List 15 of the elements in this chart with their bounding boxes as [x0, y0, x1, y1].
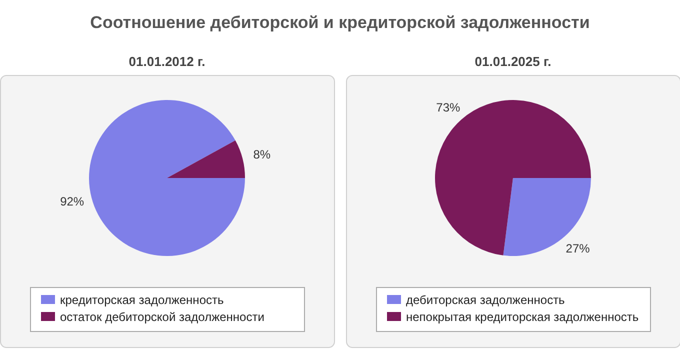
pie-slice	[435, 100, 591, 256]
data-label: 73%	[436, 100, 461, 114]
pie-slice	[89, 100, 245, 256]
chart-subtitle: 01.01.2012 г.	[128, 54, 206, 69]
text: Соотношение дебиторской и кредиторской задолженности	[90, 13, 590, 32]
data-label: 92%	[60, 194, 84, 208]
pie-slice	[503, 178, 591, 256]
chart-subtitle: 01.01.2025 г.	[474, 54, 552, 69]
legend-label: непокрытая кредиторская задолженность	[406, 310, 639, 324]
legend-label: дебиторская задолженность	[406, 293, 565, 307]
data-label: 8%	[253, 148, 271, 162]
data-label: 27%	[566, 242, 590, 256]
legend-label: кредиторская задолженность	[60, 293, 224, 307]
pie-slice	[167, 140, 245, 178]
legend-label: остаток дебиторской задолженности	[60, 310, 264, 324]
